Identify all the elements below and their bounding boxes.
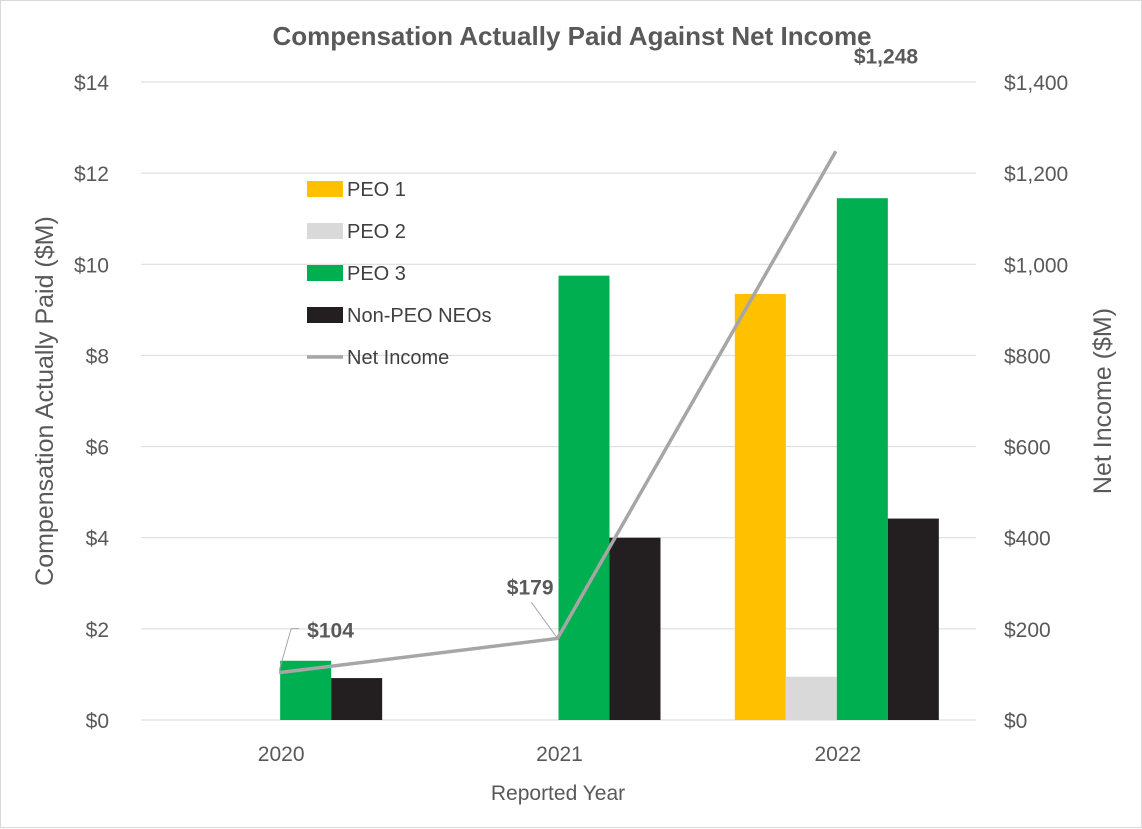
x-tick-label-2021: 2021 xyxy=(536,743,583,766)
legend-swatch-peo-3 xyxy=(307,265,343,281)
chart-title: Compensation Actually Paid Against Net I… xyxy=(272,21,871,51)
bar-non-peo-neos-2020 xyxy=(331,678,383,720)
x-tick-label-2020: 2020 xyxy=(258,743,305,766)
y-tick-label-4: $8 xyxy=(86,345,109,368)
y-tick-label-7: $14 xyxy=(74,72,109,95)
legend-swatch-peo-2 xyxy=(307,223,343,239)
bars xyxy=(280,198,939,720)
x-ticks: 2020 2021 2022 xyxy=(258,743,861,766)
y2-axis-title: Net Income ($M) xyxy=(1089,308,1117,494)
legend-label-net-income: Net Income xyxy=(347,347,449,369)
y-tick-label-5: $10 xyxy=(74,254,109,277)
y2-tick-label-7: $1,400 xyxy=(1004,72,1068,95)
bar-peo-2-2022 xyxy=(785,676,837,720)
data-label-leader-0 xyxy=(278,628,300,671)
net-income-line-group: $104 $179 $1,248 xyxy=(278,45,919,675)
y2-tick-label-6: $1,200 xyxy=(1004,163,1068,186)
x-axis-title: Reported Year xyxy=(491,782,625,805)
legend-label-non-peo-neos: Non-PEO NEOs xyxy=(347,305,491,327)
y2-tick-label-5: $1,000 xyxy=(1004,254,1068,277)
y-tick-label-6: $12 xyxy=(74,163,109,186)
bar-non-peo-neos-2022 xyxy=(887,518,939,720)
net-income-label-2022: $1,248 xyxy=(854,45,919,68)
legend-swatch-peo-1 xyxy=(307,181,343,197)
y-tick-label-1: $2 xyxy=(86,619,109,642)
y-tick-label-0: $0 xyxy=(86,710,109,733)
y-axis-title: Compensation Actually Paid ($M) xyxy=(31,216,59,586)
bar-peo-3-2021 xyxy=(558,275,610,720)
secondary-y-ticks: $0 $200 $400 $600 $800 $1,000 $1,200 $1,400 xyxy=(1004,72,1068,733)
x-tick-label-2022: 2022 xyxy=(814,743,861,766)
net-income-label-2020: $104 xyxy=(307,620,354,643)
legend: PEO 1 PEO 2 PEO 3 Non-PEO NEOs Net Income xyxy=(307,179,491,369)
legend-label-peo-1: PEO 1 xyxy=(347,179,406,201)
data-label-leader-1 xyxy=(531,602,558,639)
y2-tick-label-4: $800 xyxy=(1004,345,1051,368)
bar-peo-3-2022 xyxy=(836,198,888,720)
legend-label-peo-3: PEO 3 xyxy=(347,263,406,285)
legend-swatch-non-peo-neos xyxy=(307,307,343,323)
y2-tick-label-0: $0 xyxy=(1004,710,1027,733)
y-tick-label-2: $4 xyxy=(86,528,110,551)
y2-tick-label-3: $600 xyxy=(1004,437,1051,460)
y2-tick-label-2: $400 xyxy=(1004,528,1051,551)
y-tick-label-3: $6 xyxy=(86,437,109,460)
y2-tick-label-1: $200 xyxy=(1004,619,1051,642)
bar-peo-1-2022 xyxy=(734,293,786,720)
legend-label-peo-2: PEO 2 xyxy=(347,221,406,243)
primary-y-ticks: $0 $2 $4 $6 $8 $10 $12 $14 xyxy=(74,72,109,733)
bar-non-peo-neos-2021 xyxy=(609,537,661,720)
net-income-label-2021: $179 xyxy=(507,576,554,599)
